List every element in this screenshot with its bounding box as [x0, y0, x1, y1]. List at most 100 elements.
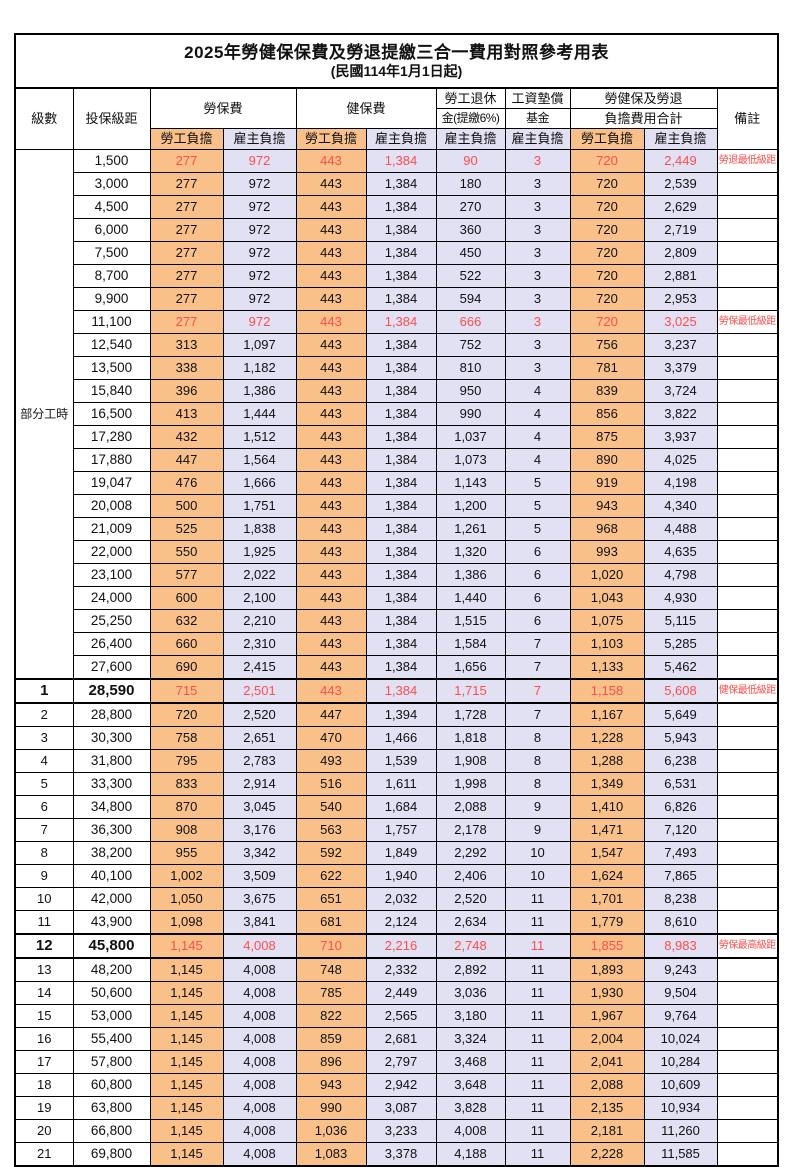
cell-labor-ins-employee: 1,145 [149, 957, 224, 982]
cell-health-ins-employee: 622 [295, 864, 367, 888]
cell-pension-employer: 90 [435, 149, 506, 173]
cell-pension-employer: 2,088 [435, 795, 506, 819]
cell-health-ins-employer: 3,378 [365, 1142, 437, 1167]
cell-bracket: 28,590 [72, 678, 151, 704]
cell-total-employee: 720 [569, 264, 645, 288]
header-pension-line2: 金(提繳6%) [435, 108, 506, 129]
cell-health-ins-employer: 2,216 [365, 933, 437, 959]
cell-remark [716, 379, 779, 403]
cell-health-ins-employer: 3,233 [365, 1119, 437, 1143]
cell-wage-fund-employer: 5 [504, 494, 571, 518]
cell-level: 1 [14, 678, 74, 704]
cell-health-ins-employee: 443 [295, 448, 367, 472]
cell-health-ins-employer: 1,684 [365, 795, 437, 819]
cell-pension-employer: 1,386 [435, 563, 506, 587]
cell-total-employer: 5,462 [643, 655, 718, 680]
cell-health-ins-employee: 443 [295, 172, 367, 196]
table-row: 19,047 476 1,666 443 1,384 1,143 5 919 4,198 [15, 471, 779, 495]
cell-labor-ins-employer: 3,841 [222, 910, 297, 935]
cell-wage-fund-employer: 3 [504, 241, 571, 265]
cell-bracket: 13,500 [72, 356, 151, 380]
cell-health-ins-employer: 2,797 [365, 1050, 437, 1074]
header-bracket: 投保級距 [72, 87, 151, 150]
cell-labor-ins-employee: 758 [149, 726, 224, 750]
cell-remark [716, 218, 779, 242]
cell-bracket: 22,000 [72, 540, 151, 564]
cell-remark [716, 1073, 779, 1097]
cell-remark [716, 1004, 779, 1028]
cell-bracket: 57,800 [72, 1050, 151, 1074]
cell-total-employee: 720 [569, 218, 645, 242]
cell-labor-ins-employee: 600 [149, 586, 224, 610]
cell-total-employer: 4,488 [643, 517, 718, 541]
cell-total-employer: 2,629 [643, 195, 718, 219]
table-row: 6 34,800 870 3,045 540 1,684 2,088 9 1,410 6,826 [14, 795, 779, 819]
page-subtitle: (民國114年1月1日起) [330, 62, 463, 79]
cell-total-employee: 720 [569, 195, 645, 219]
cell-pension-employer: 450 [435, 241, 506, 265]
cell-health-ins-employer: 1,384 [365, 356, 437, 380]
cell-health-ins-employer: 1,384 [365, 241, 437, 265]
cell-pension-employer: 1,818 [435, 726, 506, 750]
table-row: 7,500 277 972 443 1,384 450 3 720 2,809 [15, 241, 779, 265]
cell-total-employer: 7,493 [643, 841, 718, 865]
cell-remark [716, 655, 779, 680]
cell-bracket: 33,300 [72, 772, 151, 796]
cell-total-employee: 1,547 [569, 841, 645, 865]
cell-labor-ins-employee: 955 [149, 841, 224, 865]
cell-level: 20 [14, 1119, 74, 1143]
cell-health-ins-employer: 1,384 [365, 586, 437, 610]
cell-health-ins-employee: 540 [295, 795, 367, 819]
cell-bracket: 31,800 [72, 749, 151, 773]
cell-bracket: 36,300 [72, 818, 151, 842]
cell-remark [716, 795, 779, 819]
cell-total-employer: 5,115 [643, 609, 718, 633]
cell-pension-employer: 1,037 [435, 425, 506, 449]
cell-pension-employer: 594 [435, 287, 506, 311]
cell-level: 5 [14, 772, 74, 796]
cell-health-ins-employer: 1,384 [365, 517, 437, 541]
cell-bracket: 63,800 [72, 1096, 151, 1120]
table-row: 9,900 277 972 443 1,384 594 3 720 2,953 [15, 287, 779, 311]
cell-pension-employer: 1,200 [435, 494, 506, 518]
cell-pension-employer: 810 [435, 356, 506, 380]
header-health-insurance: 健保費 [295, 87, 437, 129]
cell-wage-fund-employer: 10 [504, 864, 571, 888]
header-wage-fund-line2: 基金 [504, 108, 571, 129]
cell-total-employer: 3,379 [643, 356, 718, 380]
cell-health-ins-employee: 592 [295, 841, 367, 865]
fee-reference-table: 2025年勞健保保費及勞退提繳三合一費用對照參考用表 (民國114年1月1日起)… [14, 33, 780, 1167]
table-row: 11 43,900 1,098 3,841 681 2,124 2,634 11 1,779 8,… [14, 910, 779, 935]
page-title: 2025年勞健保保費及勞退提繳三合一費用對照參考用表 [184, 42, 609, 62]
cell-labor-ins-employee: 795 [149, 749, 224, 773]
cell-bracket: 30,300 [72, 726, 151, 750]
cell-wage-fund-employer: 9 [504, 818, 571, 842]
cell-pension-employer: 2,634 [435, 910, 506, 935]
cell-health-ins-employee: 785 [295, 981, 367, 1005]
cell-wage-fund-employer: 3 [504, 218, 571, 242]
cell-labor-ins-employee: 525 [149, 517, 224, 541]
cell-labor-ins-employer: 1,097 [222, 333, 297, 357]
cell-bracket: 17,280 [72, 425, 151, 449]
cell-health-ins-employer: 2,565 [365, 1004, 437, 1028]
cell-total-employer: 7,120 [643, 818, 718, 842]
cell-total-employee: 943 [569, 494, 645, 518]
cell-labor-ins-employee: 277 [149, 310, 224, 334]
cell-labor-ins-employee: 1,145 [149, 1027, 224, 1051]
table-row: 1 28,590 715 2,501 443 1,384 1,715 7 1,158 5,608 健… [14, 678, 779, 704]
cell-health-ins-employer: 1,384 [365, 402, 437, 426]
cell-health-ins-employer: 1,384 [365, 563, 437, 587]
cell-wage-fund-employer: 5 [504, 471, 571, 495]
cell-health-ins-employee: 443 [295, 517, 367, 541]
cell-pension-employer: 1,320 [435, 540, 506, 564]
cell-wage-fund-employer: 3 [504, 172, 571, 196]
cell-total-employer: 8,238 [643, 887, 718, 911]
cell-total-employer: 8,610 [643, 910, 718, 935]
cell-labor-ins-employer: 1,838 [222, 517, 297, 541]
cell-health-ins-employer: 1,384 [365, 425, 437, 449]
cell-remark [716, 702, 779, 727]
cell-total-employee: 1,228 [569, 726, 645, 750]
cell-remark [716, 841, 779, 865]
cell-total-employee: 890 [569, 448, 645, 472]
table-row: 6,000 277 972 443 1,384 360 3 720 2,719 [15, 218, 779, 242]
